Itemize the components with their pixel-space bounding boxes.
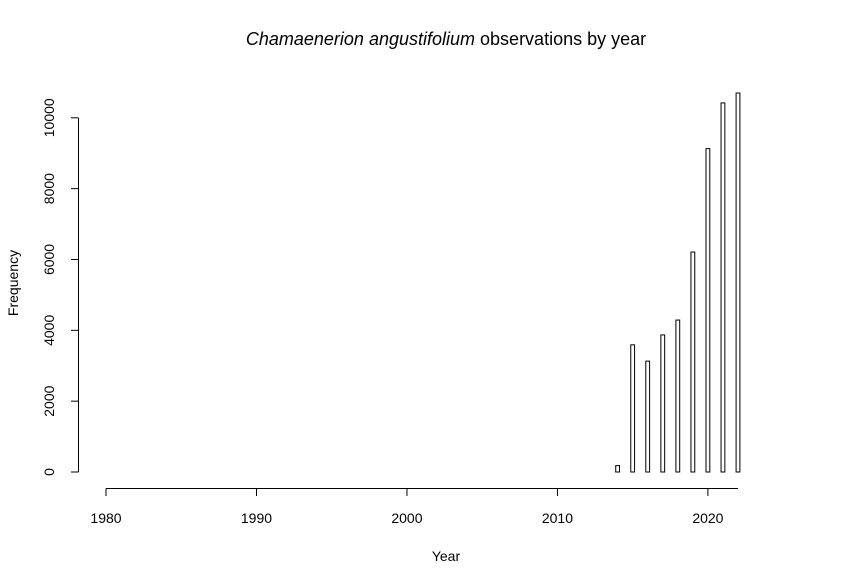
bar-2018 bbox=[675, 319, 681, 473]
bar-2021 bbox=[720, 102, 726, 473]
bar-2016 bbox=[645, 360, 651, 473]
x-ticks: 1980 1990 2000 2010 2020 bbox=[90, 488, 724, 526]
x-tick-label-2020: 2020 bbox=[692, 510, 723, 526]
x-tick-label-1990: 1990 bbox=[241, 510, 272, 526]
y-tick-label-6000: 6000 bbox=[41, 244, 57, 275]
y-tick-label-8000: 8000 bbox=[41, 173, 57, 204]
chart-title-species: Chamaenerion angustifolium bbox=[246, 29, 475, 49]
y-tick-label-4000: 4000 bbox=[41, 315, 57, 346]
bar-2022 bbox=[735, 92, 741, 473]
y-ticks: 0 2000 4000 6000 8000 10000 bbox=[41, 98, 79, 476]
bar-2015 bbox=[630, 344, 636, 473]
chart-title: Chamaenerion angustifolium observations … bbox=[246, 29, 646, 49]
x-tick-label-2010: 2010 bbox=[542, 510, 573, 526]
chart-title-rest: observations by year bbox=[480, 29, 646, 49]
x-axis-title: Year bbox=[432, 548, 461, 564]
bar-2017 bbox=[660, 334, 666, 473]
bar-2019 bbox=[690, 251, 696, 473]
y-tick-label-0: 0 bbox=[41, 468, 57, 476]
y-tick-label-10000: 10000 bbox=[41, 98, 57, 137]
y-axis-title: Frequency bbox=[5, 250, 21, 316]
y-tick-label-2000: 2000 bbox=[41, 385, 57, 416]
bars bbox=[615, 92, 741, 473]
x-tick-label-2000: 2000 bbox=[391, 510, 422, 526]
bar-2020 bbox=[705, 148, 711, 473]
x-tick-label-1980: 1980 bbox=[90, 510, 121, 526]
bar-2014 bbox=[615, 465, 621, 473]
